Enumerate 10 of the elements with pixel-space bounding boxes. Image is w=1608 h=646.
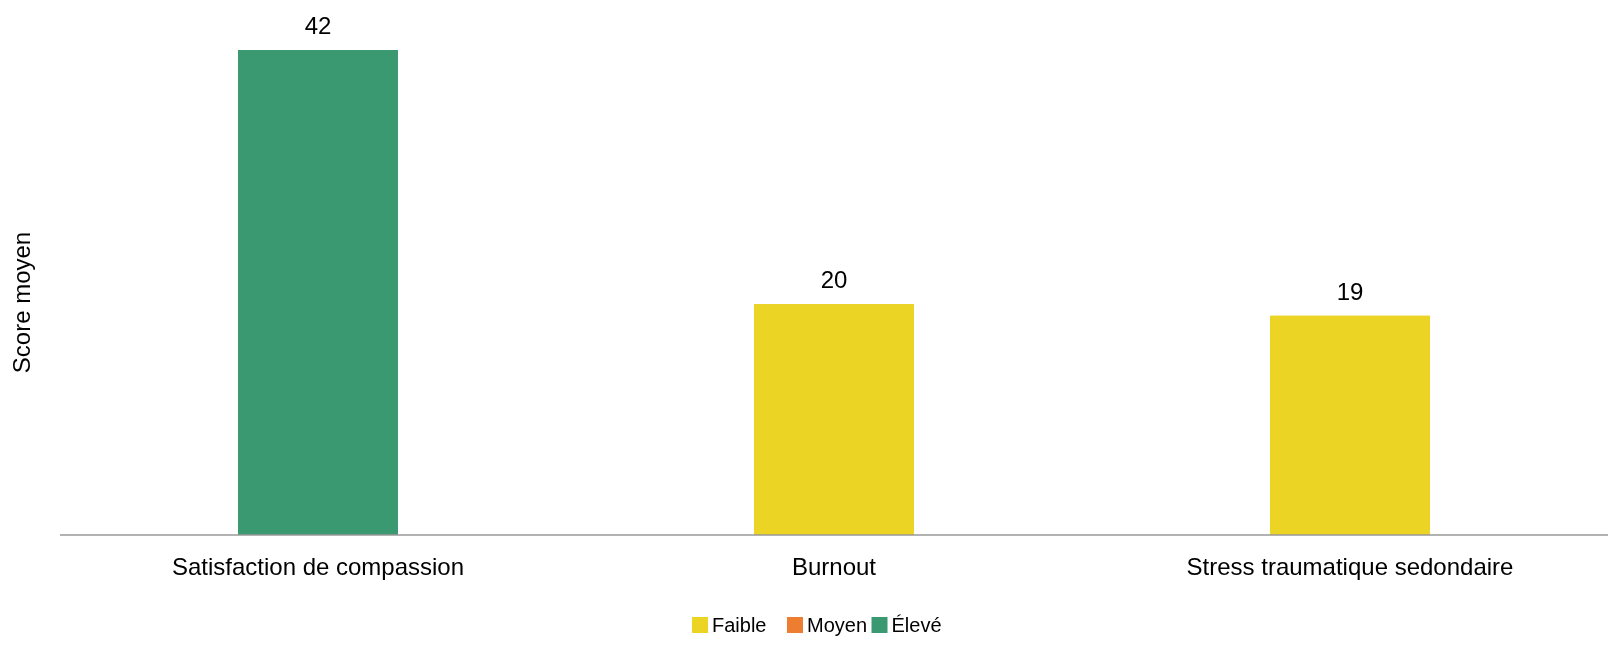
legend-label: Élevé [891,614,942,636]
x-tick-label: Satisfaction de compassion [171,553,465,580]
legend-label: Faible [712,614,767,636]
x-tick-label: Burnout [791,553,877,580]
data-label: 42 [304,12,332,39]
data-label: 19 [1336,277,1364,305]
legend-label: Moyen [807,614,868,636]
y-axis-title: Score moyen [8,231,35,374]
x-tick-label: Stress traumatique sedondaire [1186,553,1514,580]
data-label: 20 [820,266,848,294]
